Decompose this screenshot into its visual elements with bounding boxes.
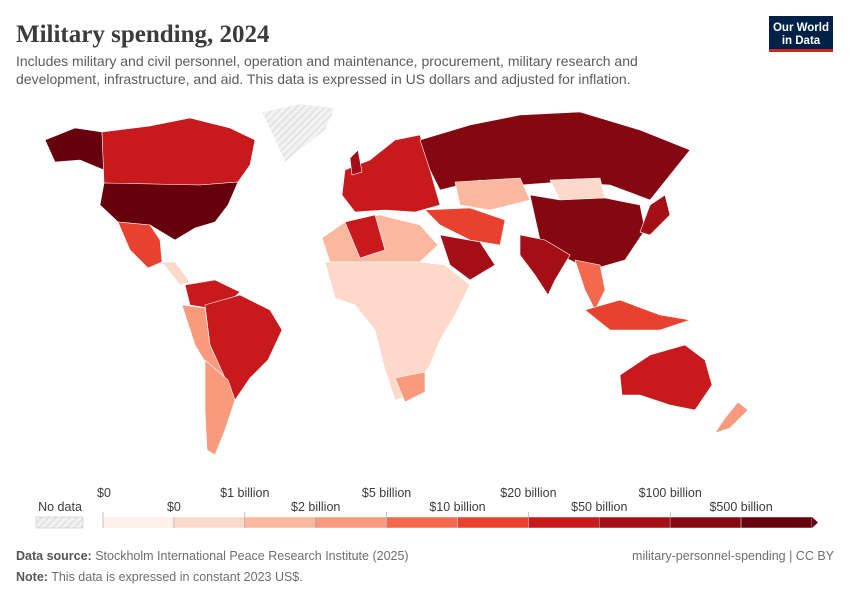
indonesia: [584, 299, 691, 331]
world-map: [44, 103, 749, 456]
saudi-arabia: [439, 234, 496, 281]
legend-label: $0: [167, 500, 181, 514]
alaska: [44, 127, 105, 171]
legend-no-data-swatch[interactable]: [35, 516, 84, 529]
mexico: [117, 221, 163, 269]
india: [519, 234, 571, 296]
title: Military spending, 2024: [16, 21, 270, 48]
legend-label: $100 billion: [639, 486, 702, 500]
legend-swatch[interactable]: [740, 516, 813, 529]
legend-no-data-label: No data: [38, 500, 82, 514]
legend-label: $2 billion: [291, 500, 340, 514]
logo-text: Our World: [773, 22, 829, 34]
legend-label: $1 billion: [220, 486, 269, 500]
legend-swatch[interactable]: [102, 516, 175, 529]
legend: No data $0 $0 $1 billion $2 billion $5 billi…: [35, 486, 818, 529]
turkey-iran: [424, 207, 506, 246]
algeria: [344, 214, 386, 259]
logo-text: in Data: [782, 35, 821, 47]
source[interactable]: Stockholm International Peace Research I…: [95, 549, 408, 563]
subtitle: development, infrastructure, and aid. Th…: [16, 71, 631, 87]
legend-label: $50 billion: [571, 500, 627, 514]
legend-swatch[interactable]: [457, 516, 529, 529]
legend-swatch[interactable]: [386, 516, 458, 529]
greenland: [261, 103, 336, 163]
legend-label: $20 billion: [500, 486, 556, 500]
legend-swatch[interactable]: [528, 516, 600, 529]
legend-label: $0: [97, 486, 111, 500]
source-label: Data source:: [16, 549, 92, 563]
argentina-chile: [204, 359, 236, 456]
note-label: Note:: [16, 570, 48, 584]
logo-box: [769, 16, 833, 52]
legend-label: $500 billion: [709, 500, 772, 514]
subtitle: Includes military and civil personnel, o…: [16, 53, 638, 69]
legend-swatch[interactable]: [599, 516, 671, 529]
footer-slug[interactable]: military-personnel-spending | CC BY: [632, 549, 835, 563]
southeast-asia: [574, 259, 606, 311]
legend-swatch[interactable]: [173, 516, 246, 529]
legend-label: $5 billion: [362, 486, 411, 500]
legend-swatch[interactable]: [669, 516, 742, 529]
legend-arrow: [812, 517, 818, 528]
central-america: [161, 261, 191, 286]
legend-label: $10 billion: [429, 500, 485, 514]
mongolia: [549, 177, 606, 201]
note: This data is expressed in constant 2023 …: [51, 570, 303, 584]
legend-swatch[interactable]: [244, 516, 316, 529]
footer-source: Data source: Stockholm International Pea…: [16, 549, 409, 563]
logo[interactable]: Our World in Data: [769, 16, 833, 52]
japan: [639, 194, 671, 236]
europe: [341, 134, 441, 213]
uk: [349, 149, 363, 176]
south-africa: [394, 371, 426, 403]
canada: [101, 117, 256, 186]
footer-note: Note: This data is expressed in constant…: [16, 570, 303, 584]
usa: [99, 181, 239, 241]
australia: [619, 344, 713, 411]
new-zealand: [714, 401, 749, 434]
russia: [419, 111, 691, 201]
logo-bar: [769, 49, 833, 52]
kazakhstan: [454, 177, 531, 211]
legend-swatch[interactable]: [315, 516, 387, 529]
